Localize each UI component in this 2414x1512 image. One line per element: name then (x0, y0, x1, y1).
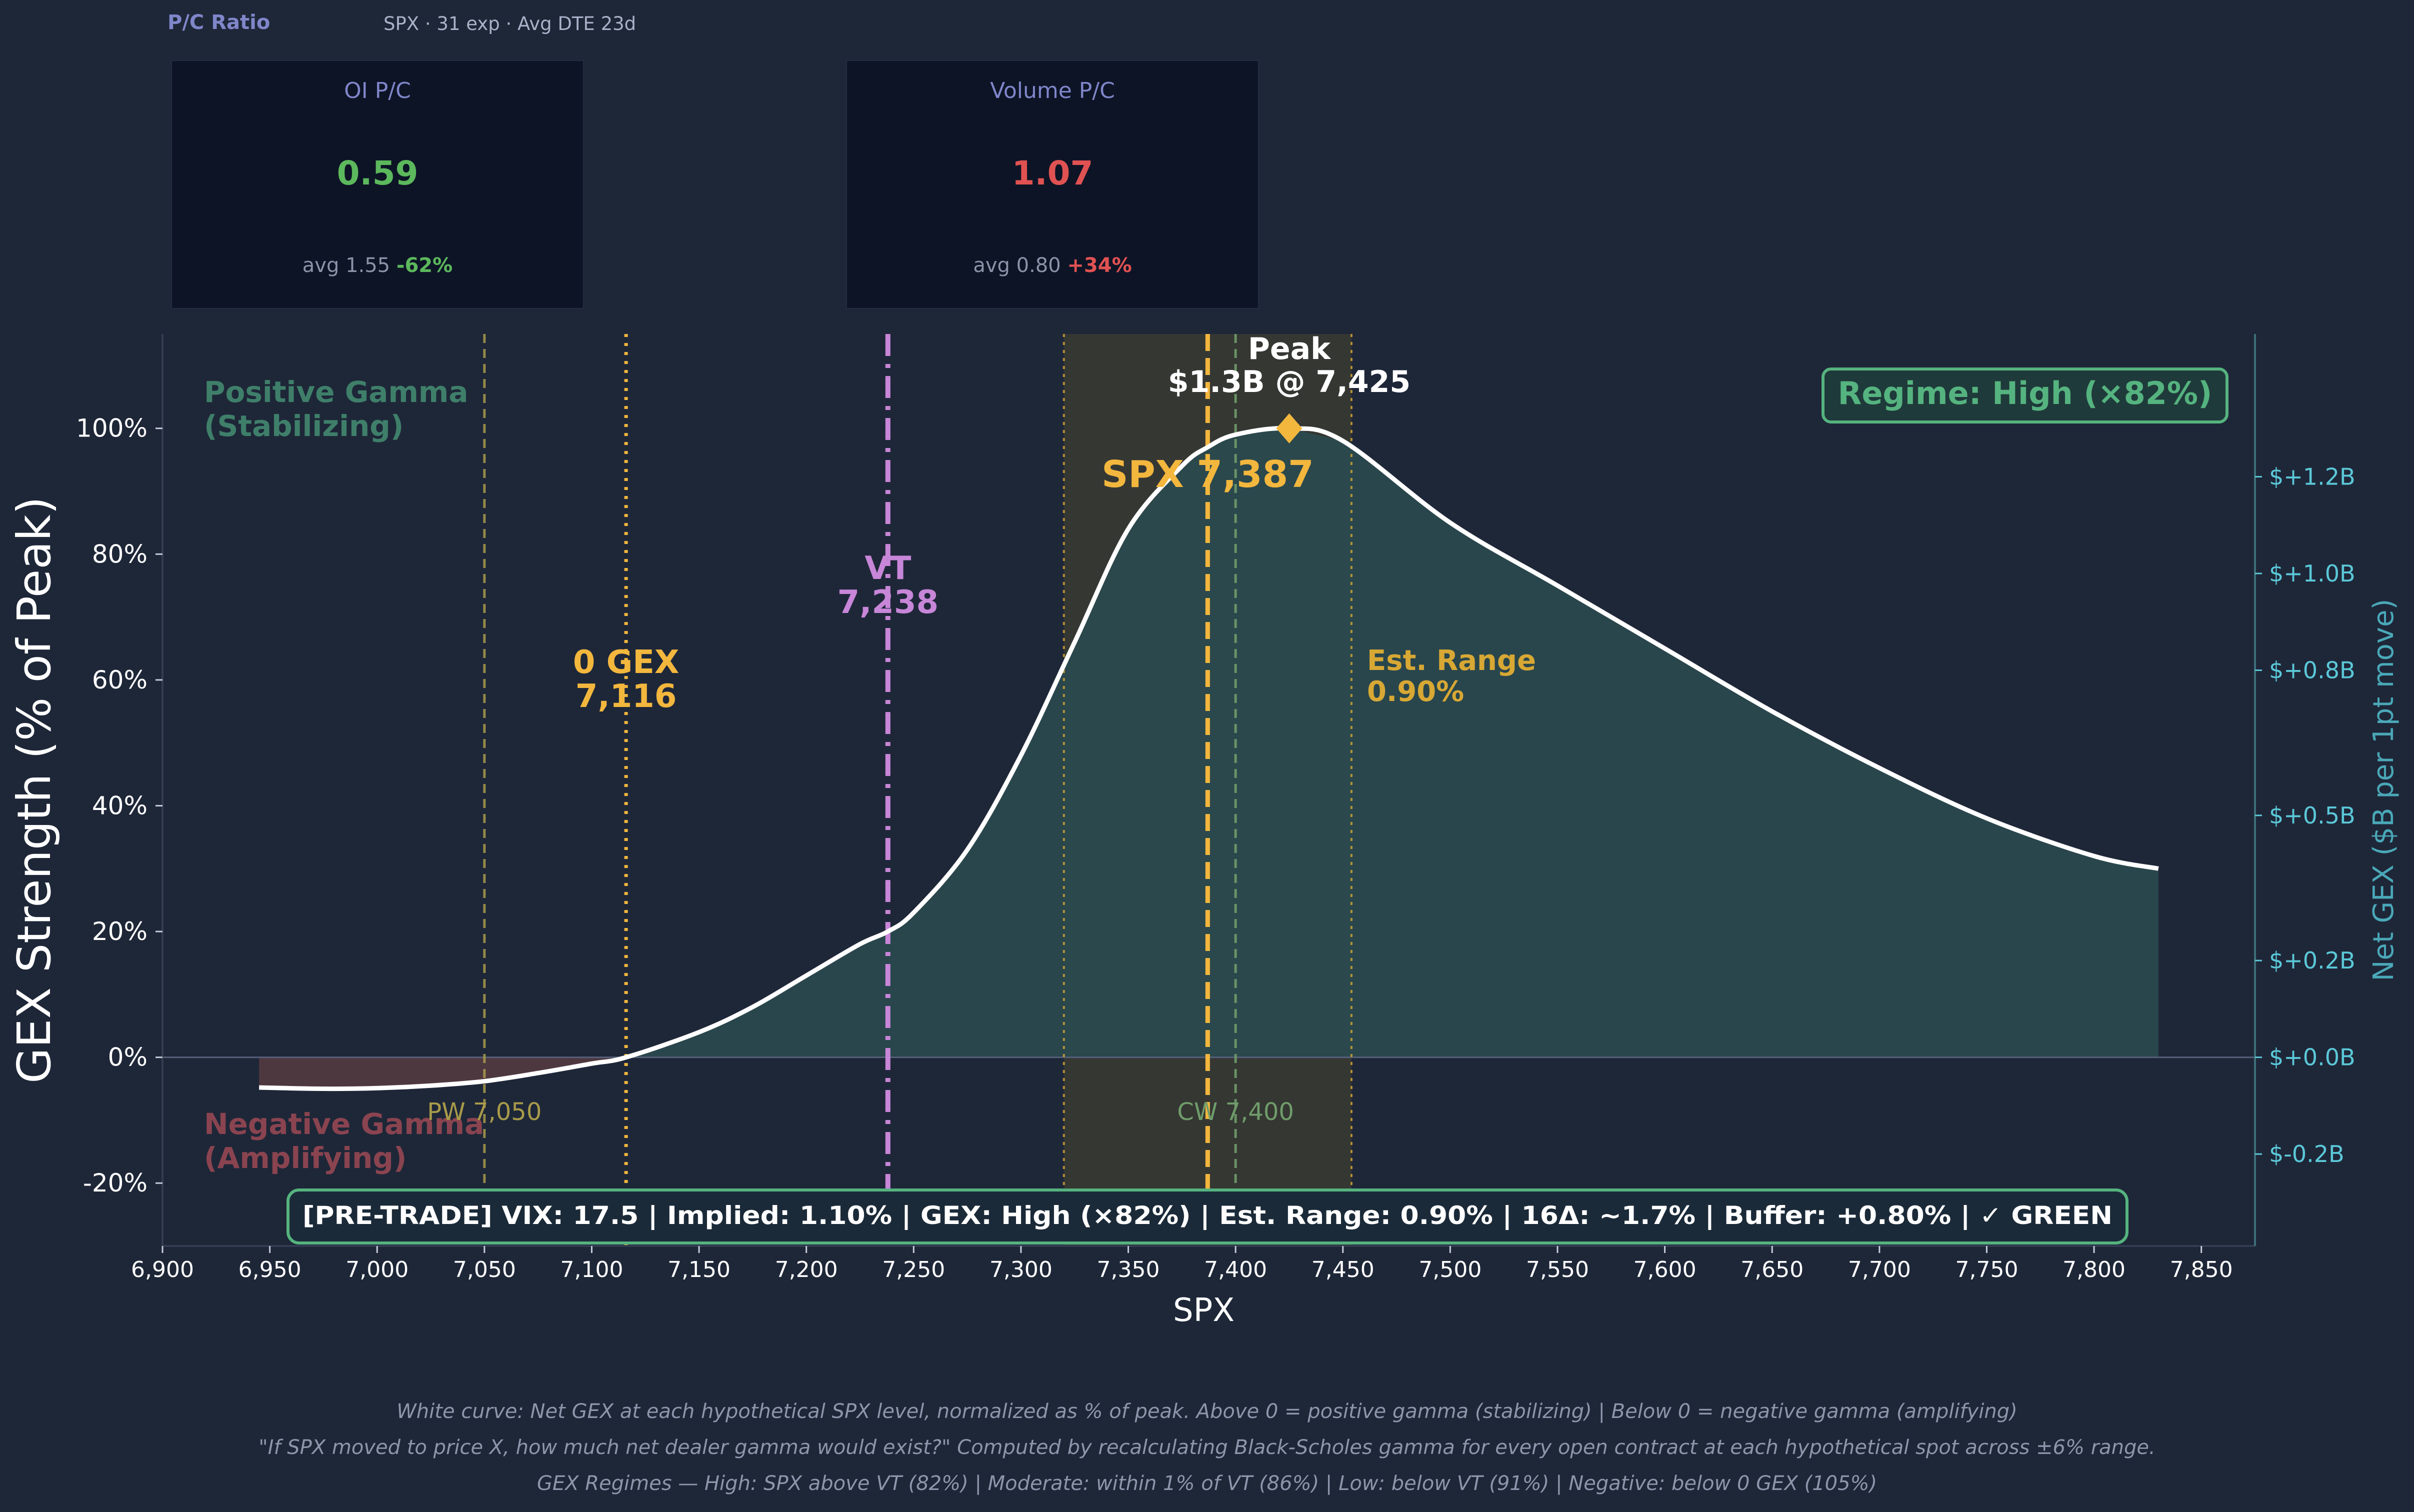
footer-line-1: White curve: Net GEX at each hypothetica… (396, 1400, 2018, 1423)
x-tick-label: 7,850 (2170, 1257, 2233, 1282)
x-tick-label: 7,650 (1740, 1257, 1804, 1282)
x-tick-label: 7,200 (775, 1257, 838, 1282)
peak-label: Peak (1248, 332, 1332, 366)
x-tick-label: 7,350 (1097, 1257, 1160, 1282)
x-tick-label: 7,450 (1312, 1257, 1374, 1282)
y-tick-label: -20% (83, 1168, 148, 1198)
y2-tick-label: $+0.8B (2269, 657, 2356, 684)
peak-marker (1276, 413, 1302, 444)
x-tick-label: 7,300 (990, 1257, 1052, 1282)
x-axis-label: SPX (1173, 1292, 1234, 1329)
vt-label: VT (864, 550, 912, 587)
pc-ratio-title: P/C Ratio (168, 11, 270, 34)
y-tick-label: 60% (92, 666, 148, 694)
volume-pc-avg: avg 0.80 +34% (847, 254, 1258, 277)
x-tick-label: 7,800 (2062, 1257, 2126, 1282)
zero-gex-value: 7,116 (576, 678, 676, 715)
oi-pc-avg: avg 1.55 -62% (172, 254, 583, 277)
y-tick-label: 100% (76, 414, 148, 443)
volume-pc-avg-text: avg 0.80 (973, 254, 1061, 277)
gex-chart: 6,900 6,950 7,000 7,050 7,100 7,150 7,200 7,250… (8, 332, 2400, 1329)
y-tick-label: 0% (108, 1043, 148, 1072)
x-tick-label: 7,700 (1848, 1257, 1911, 1282)
spot-label: SPX 7,387 (1102, 453, 1314, 496)
oi-pc-avg-text: avg 1.55 (302, 254, 390, 277)
x-tick-label: 7,750 (1955, 1257, 2018, 1282)
volume-pc-label: Volume P/C (990, 78, 1115, 104)
x-tick-label: 7,100 (560, 1257, 623, 1282)
y2-tick-label: $+0.2B (2269, 947, 2356, 974)
x-tick-label: 6,950 (238, 1257, 302, 1282)
y-tick-label: 80% (92, 540, 148, 568)
negative-gamma-sublabel: (Amplifying) (204, 1141, 406, 1175)
put-wall-label: PW 7,050 (427, 1098, 542, 1126)
call-wall-label: CW 7,400 (1177, 1098, 1294, 1126)
oi-pc-label: OI P/C (344, 78, 411, 104)
y2-tick-label: $+0.0B (2269, 1044, 2356, 1071)
footer-line-2: "If SPX moved to price X, how much net d… (258, 1436, 2156, 1459)
positive-gamma-fill (626, 428, 2158, 1058)
positive-gamma-label: Positive Gamma (204, 375, 468, 409)
x-tick-label: 7,250 (882, 1257, 945, 1282)
y2-tick-label: $-0.2B (2269, 1140, 2344, 1168)
vt-value: 7,238 (838, 584, 938, 621)
negative-gamma-fill (259, 1057, 626, 1089)
x-tick-label: 7,550 (1526, 1257, 1589, 1282)
x-tick-label: 7,000 (346, 1257, 408, 1282)
y2-tick-label: $+0.5B (2269, 802, 2356, 829)
y-tick-label: 40% (92, 791, 148, 820)
zero-gex-label: 0 GEX (573, 644, 679, 681)
x-tick-label: 7,600 (1634, 1257, 1696, 1282)
regime-label: Regime: High (×82%) (1838, 375, 2212, 412)
footer-line-3: GEX Regimes — High: SPX above VT (82%) |… (536, 1472, 1878, 1495)
oi-pc-change: -62% (396, 254, 453, 277)
x-tick-label: 7,050 (453, 1257, 516, 1282)
est-range-value: 0.90% (1367, 676, 1464, 708)
y-axis-label: GEX Strength (% of Peak) (8, 496, 61, 1084)
x-tick-label: 7,150 (668, 1257, 730, 1282)
pc-ratio-subtitle: SPX · 31 exp · Avg DTE 23d (384, 13, 636, 34)
x-tick-label: 7,400 (1204, 1257, 1267, 1282)
oi-pc-value: 0.59 (336, 154, 418, 192)
volume-pc-card: Volume P/C 1.07 avg 0.80 +34% (846, 60, 1259, 309)
y-tick-label: 20% (92, 917, 148, 946)
negative-gamma-label: Negative Gamma (204, 1107, 484, 1141)
volume-pc-change: +34% (1067, 254, 1132, 277)
y2-tick-label: $+1.2B (2269, 463, 2356, 490)
peak-value-label: $1.3B @ 7,425 (1168, 364, 1410, 400)
volume-pc-value: 1.07 (1012, 154, 1094, 192)
net-gex-curve (259, 426, 2159, 1092)
pretrade-banner (286, 1188, 2128, 1244)
est-range-label: Est. Range (1367, 644, 1536, 677)
y2-tick-label: $+1.0B (2269, 560, 2356, 587)
x-tick-label: 6,900 (131, 1257, 194, 1282)
pretrade-banner-text: [PRE-TRADE] VIX: 17.5 | Implied: 1.10% |… (302, 1201, 2112, 1230)
x-tick-label: 7,500 (1418, 1257, 1482, 1282)
y2-axis-label: Net GEX ($B per 1pt move) (2368, 599, 2400, 982)
positive-gamma-sublabel: (Stabilizing) (204, 409, 404, 443)
regime-box (1822, 368, 2228, 424)
oi-pc-card: OI P/C 0.59 avg 1.55 -62% (171, 60, 584, 309)
